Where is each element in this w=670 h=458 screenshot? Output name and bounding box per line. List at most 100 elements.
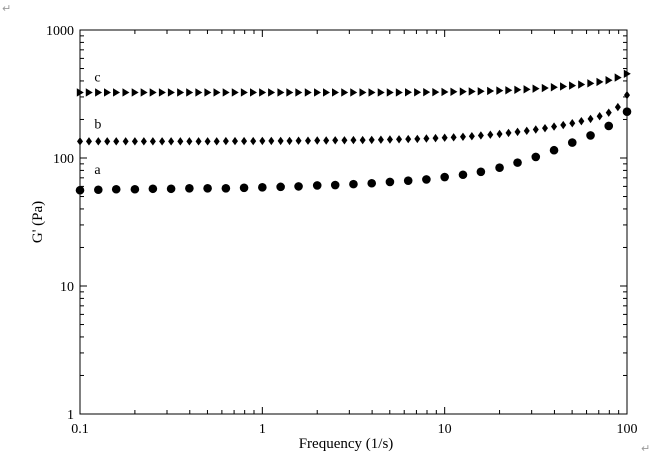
paragraph-mark-top: ↵ [2, 2, 11, 15]
series-b-point [250, 136, 257, 146]
series-c-point [532, 84, 540, 93]
series-b-point [396, 135, 403, 144]
series-b-point [131, 137, 138, 146]
series-a-point [94, 185, 103, 195]
series-c-point [76, 88, 84, 97]
series-c-point [95, 88, 103, 97]
series-b-point [578, 116, 585, 126]
series-a-point [367, 178, 377, 188]
series-c-point [450, 87, 458, 96]
series-b-point [477, 131, 484, 140]
series-a-point [148, 184, 158, 194]
series-a-point [203, 183, 212, 193]
series-b-point [523, 126, 530, 136]
x-tick-label: 100 [617, 422, 638, 437]
series-a-point [586, 131, 595, 140]
series-a-point [549, 145, 559, 155]
series-label-a: a [94, 163, 101, 178]
y-tick-label: 100 [53, 152, 74, 167]
axis-ticks [79, 29, 628, 415]
series-b-point [259, 136, 266, 146]
series-a-point [476, 167, 486, 177]
series-b-point [377, 135, 384, 144]
series-c-point [277, 88, 285, 97]
series-b-point [295, 136, 302, 145]
series-a-point [385, 177, 395, 187]
series-a-point [130, 184, 140, 194]
x-tick-label: 10 [438, 422, 452, 437]
series-c-point [623, 69, 631, 78]
series-c-point [167, 88, 175, 97]
series-c-point [514, 85, 522, 95]
series-b-point [359, 135, 366, 145]
series-c-point [541, 83, 549, 93]
series-b-point [496, 129, 503, 139]
series-b-point [414, 134, 421, 144]
series-label-c: c [94, 71, 100, 86]
series-a-point [458, 170, 468, 180]
series-a-point [440, 172, 449, 182]
paragraph-mark-bottom: ↵ [641, 442, 650, 455]
series-b-point [350, 135, 357, 145]
series-c-point [550, 83, 558, 92]
series-b-point [505, 128, 512, 138]
series-b-point [168, 137, 175, 146]
series-c-point [605, 76, 613, 85]
series-c-point [113, 88, 121, 97]
series-c-point [596, 77, 604, 87]
series-b-point [140, 137, 147, 146]
series-c-point [140, 88, 148, 97]
series-c-point [459, 87, 467, 96]
series-c-point [240, 88, 248, 97]
series-a-point [258, 183, 267, 192]
x-axis-title: Frequency (1/s) [299, 436, 394, 452]
series-c-point [414, 88, 422, 97]
y-tick-label: 1 [67, 408, 74, 423]
y-axis-title: G' (Pa) [30, 201, 46, 243]
series-c-point [405, 88, 413, 97]
series-c-point [468, 87, 476, 96]
series-a-point [513, 158, 522, 167]
series-b-point [268, 136, 275, 146]
series-b-point [159, 137, 166, 146]
series-a-point [75, 185, 85, 195]
y-tick-label: 10 [60, 280, 74, 295]
series-c-point [359, 88, 367, 97]
series-a-point [422, 175, 431, 184]
series-b-point [468, 132, 475, 141]
series-b-point [204, 137, 211, 146]
series-b-point [323, 136, 330, 145]
series-c-point [423, 87, 431, 97]
series-c-point [295, 88, 303, 97]
series-c-point [122, 88, 130, 97]
series-b-point [459, 132, 466, 141]
series-c-point [350, 88, 358, 97]
series-b-point [450, 133, 457, 142]
series-b-point [314, 136, 321, 145]
series-c-point [386, 88, 394, 97]
series-b-point [569, 119, 576, 128]
series-a-point [185, 183, 194, 193]
series-c-point [177, 88, 185, 97]
series-b-point [85, 137, 92, 146]
x-tick-label: 0.1 [71, 422, 89, 437]
series-c-point [332, 88, 340, 97]
series-a-point [166, 184, 176, 194]
series-a-point [330, 180, 340, 190]
series-c-point [487, 86, 495, 96]
series-b-point [405, 134, 412, 144]
series-a-point [221, 183, 231, 193]
series-b-point [304, 136, 311, 145]
series-a-point [294, 182, 303, 191]
series-c-point [213, 88, 221, 97]
series-b-point [122, 137, 129, 146]
series-c-point [304, 88, 312, 97]
series-b-point [277, 136, 284, 146]
series-b-point [487, 130, 494, 139]
series-labels: a b c [94, 71, 101, 178]
series-c-point [85, 88, 93, 97]
series-c-point [222, 88, 230, 97]
series-b-point [104, 137, 111, 146]
